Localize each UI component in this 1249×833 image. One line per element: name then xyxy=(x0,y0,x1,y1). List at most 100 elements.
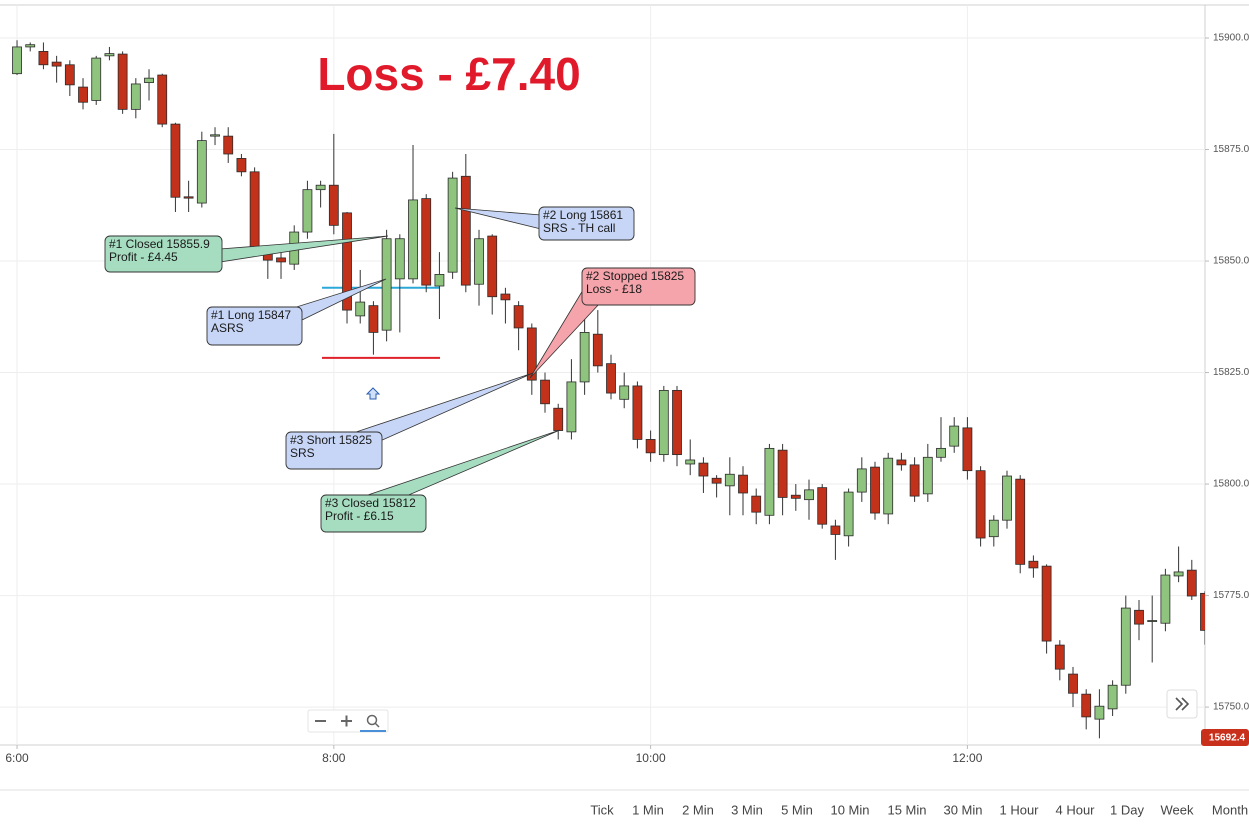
candle-body xyxy=(1015,478,1026,565)
candle-body xyxy=(51,61,62,67)
timeframe-button[interactable]: 5 Min xyxy=(781,802,813,817)
candle-body xyxy=(144,77,154,84)
candle-body xyxy=(817,487,828,525)
candle-body xyxy=(130,83,141,110)
candle-body xyxy=(355,301,366,317)
timeframe-button[interactable]: 1 Min xyxy=(632,802,664,817)
timeframe-button[interactable]: 4 Hour xyxy=(1055,802,1095,817)
candle-body xyxy=(751,495,762,513)
candle-body xyxy=(909,464,920,497)
y-tick-label: 15750.0 xyxy=(1213,702,1249,713)
callout-box xyxy=(581,267,696,306)
callout-joint xyxy=(350,434,380,441)
candle-body xyxy=(804,489,814,501)
candle-body xyxy=(368,305,379,333)
timeframe-button[interactable]: 2 Min xyxy=(682,802,714,817)
x-tick-label: 8:00 xyxy=(322,751,346,765)
timeframe-button[interactable]: 1 Hour xyxy=(999,802,1039,817)
zoom-reset-handle xyxy=(374,722,380,728)
candle-body xyxy=(540,379,550,405)
callout-box xyxy=(285,431,383,470)
candle-body xyxy=(408,199,418,280)
y-tick-label: 15875.0 xyxy=(1213,144,1249,155)
candle-body xyxy=(1041,565,1052,642)
callout-box xyxy=(104,235,223,273)
candle-body xyxy=(777,449,788,498)
timeframe-button[interactable]: 1 Day xyxy=(1110,802,1144,817)
candle-body xyxy=(474,238,484,285)
callout-text: Loss - £18 xyxy=(586,282,642,296)
candle-body xyxy=(1054,644,1065,670)
candle-body xyxy=(91,57,102,101)
timeframe-button[interactable]: Tick xyxy=(590,802,614,817)
timeframe-button[interactable]: 3 Min xyxy=(731,802,763,817)
callout-text: ASRS xyxy=(211,321,244,335)
callout-text: SRS - TH call xyxy=(543,221,615,235)
candle-body xyxy=(64,64,75,86)
y-tick-label: 15800.0 xyxy=(1213,479,1249,490)
candle-body xyxy=(632,385,643,440)
callout-box xyxy=(206,306,303,346)
timeframe-button[interactable]: Week xyxy=(1161,802,1194,817)
candle-body xyxy=(553,407,564,431)
candle-body xyxy=(988,519,999,538)
zoom-controls xyxy=(307,709,389,733)
zoom-in[interactable] xyxy=(341,715,352,727)
candle-body xyxy=(196,140,207,204)
price-marker-label: 15692.4 xyxy=(1209,733,1246,744)
x-tick-label: 6:00 xyxy=(5,751,29,765)
timeframe-button[interactable]: 30 Min xyxy=(943,802,982,817)
scroll-button[interactable] xyxy=(1166,689,1198,719)
candle-body xyxy=(922,456,933,495)
candle-body xyxy=(447,177,458,273)
y-tick-label: 15775.0 xyxy=(1213,590,1249,601)
zoom-reset[interactable] xyxy=(366,714,378,726)
candle-body xyxy=(78,86,88,103)
candle-body xyxy=(1068,673,1078,694)
candle-body xyxy=(949,425,960,447)
candle-body xyxy=(210,134,220,137)
candle-body xyxy=(236,158,247,173)
callout-text: #1 Closed 15855.9 xyxy=(109,237,210,251)
candle-body xyxy=(157,74,168,125)
candle-body xyxy=(738,474,748,494)
candle-body xyxy=(830,525,841,535)
candle-body xyxy=(724,473,735,487)
callout-text: Profit - £4.45 xyxy=(109,250,178,264)
candle-body xyxy=(526,327,537,381)
callout-text: SRS xyxy=(290,446,315,460)
candle-body xyxy=(619,385,630,400)
timeframe-button[interactable]: Month xyxy=(1212,802,1248,817)
candle-body xyxy=(183,196,194,199)
scroll-icon xyxy=(1175,697,1190,711)
candle-body xyxy=(1094,705,1105,720)
candle-body xyxy=(843,491,854,537)
timeframe-button[interactable]: 10 Min xyxy=(830,802,869,817)
candle-body xyxy=(328,184,339,226)
candle-body xyxy=(1173,571,1184,577)
candle-body xyxy=(170,123,181,198)
candle-body xyxy=(487,235,498,298)
candle-body xyxy=(1200,592,1205,631)
candle-body xyxy=(104,53,115,57)
x-tick-label: 12:00 xyxy=(952,751,982,765)
candle-body xyxy=(1160,574,1171,624)
timeframe-button[interactable]: 15 Min xyxy=(887,802,926,817)
candle-body xyxy=(223,135,234,155)
candle-body xyxy=(1147,620,1158,622)
candle-body xyxy=(790,494,801,499)
callout-box xyxy=(538,206,635,241)
arrow-icon xyxy=(365,387,381,400)
candle-body xyxy=(25,44,36,48)
candle-body xyxy=(606,363,616,394)
candle-body xyxy=(1186,569,1197,597)
candle-body xyxy=(764,447,775,516)
callout-text: #2 Long 15861 xyxy=(543,208,623,222)
